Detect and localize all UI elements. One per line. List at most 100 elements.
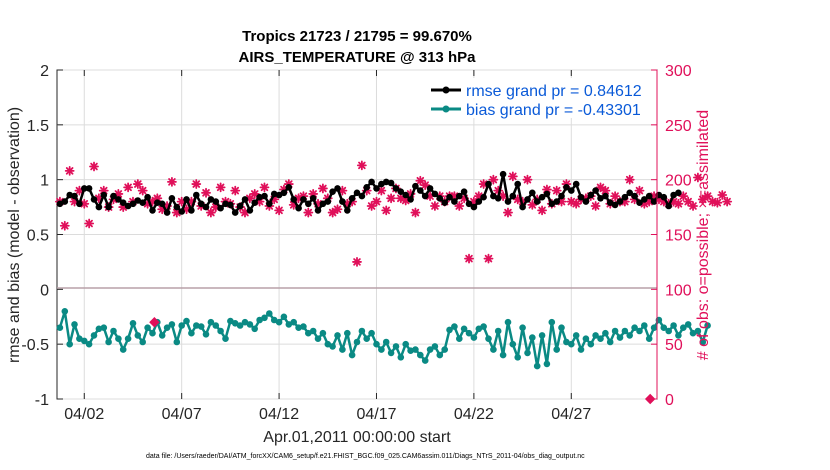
bias-point — [66, 340, 73, 348]
bias-point — [465, 329, 473, 337]
rmse-series — [56, 170, 682, 216]
bias-point — [650, 324, 658, 332]
rmse-point — [71, 192, 78, 200]
rmse-point — [139, 199, 146, 206]
rmse-point — [553, 198, 560, 205]
rmse-point — [563, 184, 570, 191]
rmse-point — [499, 170, 507, 178]
rmse-point — [456, 192, 463, 200]
bias-point — [246, 321, 254, 328]
rmse-point — [616, 198, 624, 205]
x-tick-label: 04/17 — [356, 406, 396, 423]
bias-point — [441, 346, 449, 353]
bias-point — [543, 360, 551, 368]
x-tick-label: 04/02 — [64, 406, 104, 423]
rmse-point — [363, 184, 371, 191]
bias-point — [490, 346, 497, 353]
bias-point — [329, 343, 336, 350]
obs-assimilated-point — [356, 160, 367, 171]
bias-point — [660, 324, 668, 332]
bias-point — [217, 327, 224, 335]
bias-point — [451, 323, 458, 330]
rmse-point — [115, 196, 122, 203]
x-axis-label: Apr.01,2011 00:00:00 start — [263, 429, 451, 446]
obs-assimilated-point — [464, 253, 474, 264]
rmse-point — [241, 196, 249, 203]
rmse-point — [280, 189, 288, 197]
obs-assimilated-point — [483, 253, 494, 264]
bias-point — [431, 343, 439, 350]
rmse-point — [348, 195, 356, 202]
rmse-point — [460, 188, 468, 195]
obs-assimilated-point — [488, 174, 499, 185]
rmse-point — [543, 190, 551, 198]
rmse-point — [451, 198, 458, 205]
bias-point — [592, 332, 599, 339]
bias-point — [222, 335, 229, 343]
rmse-point — [149, 207, 156, 214]
bias-point — [446, 326, 453, 334]
rmse-point — [641, 196, 648, 203]
bias-point — [207, 318, 215, 326]
rmse-point — [650, 198, 658, 205]
bias-point — [275, 318, 283, 326]
bias-point — [71, 321, 78, 328]
bias-point — [636, 327, 643, 335]
rmse-point — [305, 200, 312, 208]
rmse-point — [95, 203, 103, 211]
rmse-point — [358, 192, 366, 200]
bias-point — [436, 351, 444, 359]
bias-point — [529, 334, 536, 341]
bias-point — [197, 323, 205, 330]
bias-point — [519, 324, 526, 332]
obs-assimilated-point — [89, 161, 99, 172]
obs-assimilated-point — [624, 174, 635, 185]
bias-point — [548, 318, 556, 326]
obs-assimilated-point — [590, 201, 601, 211]
bias-point — [100, 324, 108, 332]
bias-point — [494, 327, 502, 335]
rmse-point — [183, 196, 190, 203]
bias-point — [129, 320, 137, 327]
bias-point — [553, 346, 560, 353]
bias-point — [397, 354, 405, 361]
rmse-point — [353, 189, 361, 197]
bias-point — [344, 329, 351, 337]
rmse-point — [397, 188, 405, 195]
bias-point — [558, 324, 565, 332]
obs-assimilated-point — [551, 185, 562, 196]
obs-assimilated-point — [64, 165, 75, 176]
rmse-point — [110, 192, 117, 200]
bias-point — [314, 335, 322, 343]
rmse-point — [300, 196, 307, 203]
rmse-point — [602, 192, 609, 200]
rmse-point — [227, 201, 234, 209]
rmse-point — [475, 198, 483, 205]
rmse-point — [217, 204, 224, 212]
bias-point — [61, 308, 69, 315]
bias-point — [358, 327, 366, 335]
rmse-point — [465, 200, 473, 208]
y2-tick-label: 250 — [665, 118, 692, 135]
bias-point — [538, 332, 546, 339]
rmse-point — [621, 193, 629, 201]
rmse-point — [441, 199, 449, 206]
rmse-point — [665, 202, 672, 210]
x-tick-label: 04/27 — [551, 406, 591, 423]
rmse-point — [334, 185, 341, 192]
rmse-point — [587, 191, 595, 199]
rmse-point — [202, 203, 210, 211]
rmse-point — [119, 199, 127, 206]
rmse-point — [407, 196, 414, 203]
legend-rmse-label: rmse grand pr = 0.84612 — [466, 83, 642, 100]
rmse-point — [412, 182, 419, 190]
bias-point — [309, 327, 317, 335]
chart-title-line2: AIRS_TEMPERATURE @ 313 hPa — [239, 49, 477, 66]
rmse-point — [417, 187, 424, 194]
rmse-point — [324, 198, 332, 205]
bias-point — [119, 346, 127, 353]
obs-assimilated-point — [371, 196, 382, 207]
obs-assimilated-point — [503, 207, 513, 218]
obs-assimilated-point — [693, 172, 703, 183]
obs-assimilated-point — [318, 183, 328, 194]
